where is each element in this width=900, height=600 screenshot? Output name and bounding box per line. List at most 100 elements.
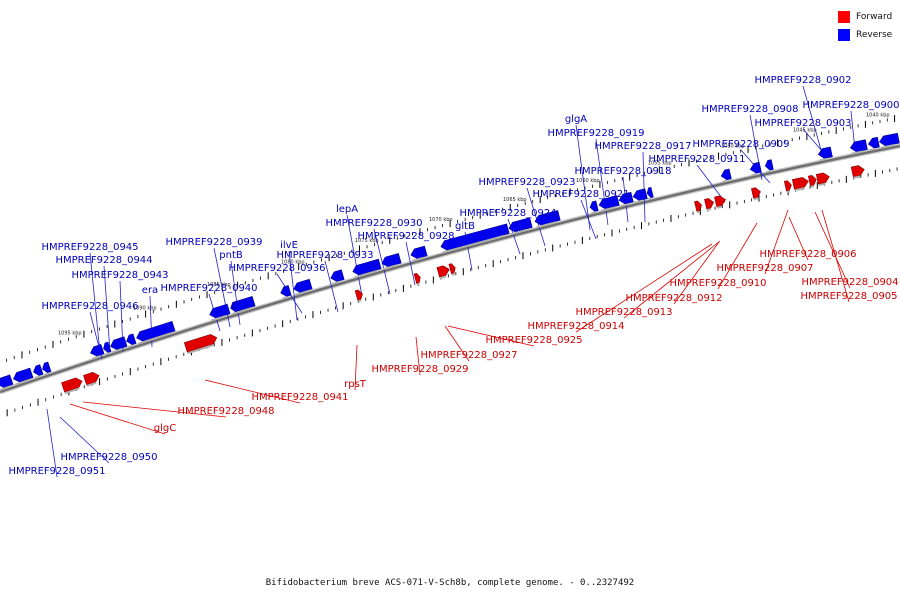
gene-arrow (714, 195, 726, 208)
forward-gene (448, 263, 456, 276)
leader-line (346, 214, 363, 297)
gene-shadow (332, 280, 340, 285)
gene-shadow (851, 150, 863, 155)
gene-label: HMPREF9228_0945 (41, 242, 138, 253)
forward-gene (850, 165, 865, 179)
gene-arrow (807, 175, 817, 187)
gene-label: HMPREF9228_0904 (801, 277, 898, 288)
gene-label: HMPREF9228_0912 (625, 293, 722, 304)
gene-shadow (354, 270, 377, 279)
gene-label: HMPREF9228_0939 (165, 237, 262, 248)
gene-arrow (83, 372, 100, 386)
gene-label: HMPREF9228_0913 (575, 307, 672, 318)
leader-line (526, 187, 546, 247)
gene-label: HMPREF9228_0933 (276, 250, 373, 261)
reverse-gene (849, 139, 868, 155)
gene-label: gltB (455, 221, 475, 232)
leader-line (814, 211, 851, 289)
gene-arrow (849, 139, 868, 153)
reverse-gene (352, 258, 382, 279)
gene-arrow (413, 272, 421, 284)
gene-shadow (591, 211, 596, 215)
reverse-gene (618, 191, 634, 208)
gene-arrow (0, 374, 14, 388)
gene-label: rpsT (344, 379, 367, 390)
gene-arrow (589, 200, 599, 212)
leader-line (204, 379, 301, 404)
gene-shadow (536, 221, 556, 229)
gene-label: HMPREF9228_0900 (802, 100, 899, 111)
kbp-tick-label: 1065 kbp (503, 197, 527, 203)
gene-label: HMPREF9228_0906 (759, 249, 856, 260)
gene-shadow (853, 175, 861, 179)
gene-label: HMPREF9228_0924 (459, 208, 556, 219)
gene-shadow (451, 273, 455, 276)
gene-label: HMPREF9228_0946 (41, 301, 138, 312)
reverse-gene (33, 364, 44, 379)
gene-arrow (448, 263, 456, 275)
leader-line (717, 222, 758, 290)
gene-label: HMPREF9228_0940 (160, 283, 257, 294)
reverse-gene (232, 296, 256, 315)
gene-label: HMPREF9228_0944 (55, 255, 152, 266)
gene-labels: HMPREF9228_0902 HMPREF9228_0908 HMPREF9228… (8, 75, 899, 477)
gene-arrow (817, 146, 833, 159)
leader-line (802, 85, 824, 158)
kbp-tick-label: 1080 kbp (281, 260, 305, 266)
reverse-gene (293, 278, 313, 296)
gene-label: HMPREF9228_0923 (478, 177, 575, 188)
gene-label: HMPREF9228_0919 (547, 128, 644, 139)
reverse-gene (209, 303, 231, 322)
gene-shadow (234, 307, 251, 315)
gene-label: HMPREF9228_0909 (692, 139, 789, 150)
gene-shadow (295, 290, 308, 296)
leader-line (507, 218, 521, 255)
gene-arrow (867, 136, 880, 149)
leader-line (324, 260, 339, 313)
legend-reverse: Reverse (838, 26, 898, 44)
reverse-gene (410, 245, 428, 262)
gene-shadow (44, 372, 49, 376)
gene-shadow (0, 385, 9, 392)
gene-shadow (751, 173, 757, 177)
gene-arrow (751, 187, 761, 199)
gene-shadow (766, 170, 771, 173)
reverse-gene (508, 217, 533, 236)
reverse-gene (330, 269, 345, 285)
reverse-gene (126, 333, 137, 348)
forward-gene (783, 180, 792, 194)
leader-line (444, 325, 470, 362)
forward-gene (704, 198, 714, 212)
kbp-tick-label: 1075 kbp (355, 238, 379, 244)
gene-label: HMPREF9228_0925 (485, 335, 582, 346)
gene-arrow (103, 341, 112, 353)
forward-gene (807, 175, 817, 188)
forward-gene (83, 372, 100, 387)
gene-label: HMPREF9228_0948 (177, 406, 274, 417)
forward-gene (751, 187, 761, 201)
gene-arrow (183, 334, 218, 353)
gene-shadow (600, 206, 615, 212)
gene-arrow (209, 303, 231, 319)
leader-line (788, 216, 809, 261)
leader-line (59, 416, 110, 464)
legend: Forward Reverse (838, 8, 898, 44)
leader-line (696, 164, 726, 203)
gene-shadow (786, 190, 790, 194)
gene-arrow (783, 180, 792, 192)
backbone-line (0, 144, 900, 394)
gene-shadow (696, 210, 701, 214)
gene-shadow (64, 387, 80, 395)
reverse-gene (280, 285, 292, 300)
leader-line (405, 241, 416, 286)
gene-features (0, 132, 900, 395)
forward-gene (791, 177, 809, 192)
reverse-gene (589, 200, 599, 215)
gene-arrow (13, 367, 34, 383)
gene-label: HMPREF9228_0927 (420, 350, 517, 361)
gene-label: glgA (565, 114, 587, 125)
gene-arrow (126, 333, 137, 346)
leader-line (46, 408, 58, 478)
gene-arrow (618, 191, 634, 205)
